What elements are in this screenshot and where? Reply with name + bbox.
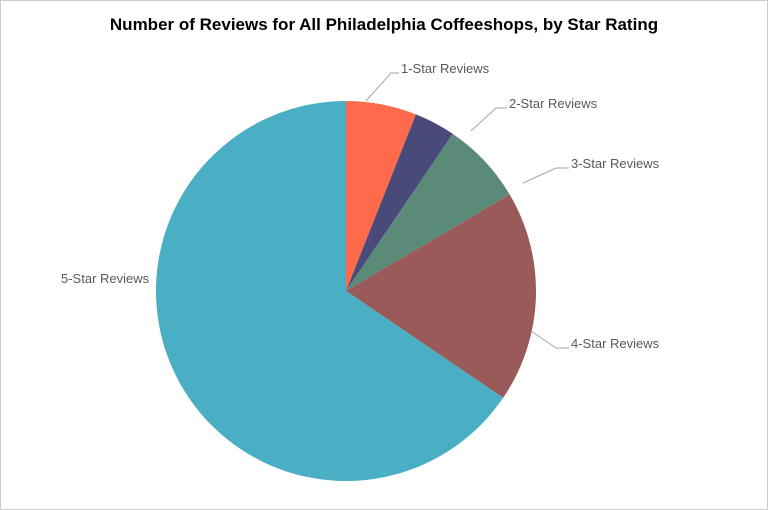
leader-line xyxy=(531,331,569,348)
leader-line xyxy=(366,73,399,101)
pie-svg xyxy=(1,1,768,510)
slice-label: 1-Star Reviews xyxy=(401,61,489,76)
leader-line xyxy=(471,108,507,131)
slice-label: 3-Star Reviews xyxy=(571,156,659,171)
pie-chart-container: Number of Reviews for All Philadelphia C… xyxy=(0,0,768,510)
slice-label: 4-Star Reviews xyxy=(571,336,659,351)
slice-label: 2-Star Reviews xyxy=(509,96,597,111)
leader-line xyxy=(523,168,569,183)
slice-label: 5-Star Reviews xyxy=(61,271,149,286)
